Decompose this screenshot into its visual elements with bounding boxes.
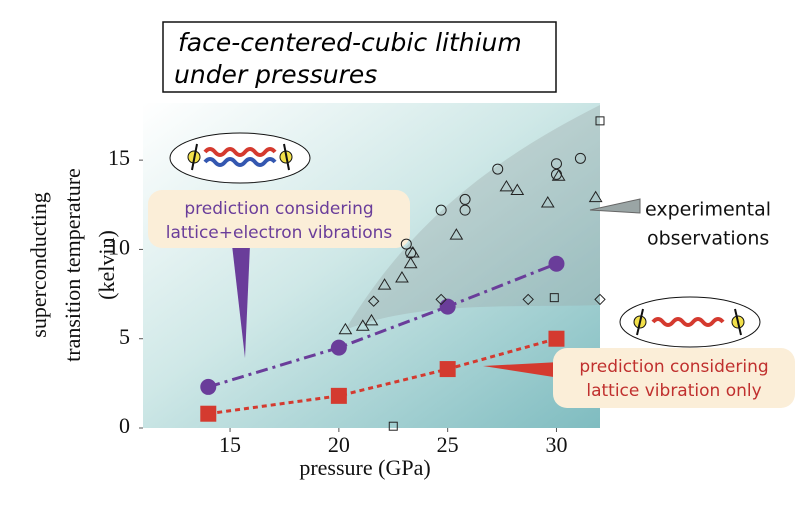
x-tick-label: 25 (437, 432, 459, 457)
point (338, 322, 353, 335)
point (435, 204, 447, 216)
point (330, 339, 347, 356)
point (540, 196, 555, 208)
annotation: prediction considering (579, 357, 768, 377)
pointer (483, 362, 560, 378)
point (510, 183, 525, 195)
point (522, 293, 534, 306)
point (550, 158, 562, 170)
point (405, 247, 417, 259)
point (459, 193, 471, 205)
point (364, 313, 379, 326)
point (595, 116, 605, 126)
x-tick-label: 20 (328, 432, 350, 457)
x-tick-label: 15 (219, 432, 241, 457)
experimental-region (345, 105, 600, 330)
axis-title-y: superconducting transition temperature (… (26, 168, 119, 362)
y-tick-label: 10 (108, 234, 130, 259)
annotation: prediction considering (184, 199, 373, 219)
title-box (162, 21, 557, 93)
point (367, 295, 380, 307)
chart-title: under pressures (174, 60, 377, 89)
series-line (207, 262, 558, 389)
point (459, 204, 471, 216)
x-label: pressure (GPa) (299, 455, 430, 480)
point (200, 378, 217, 395)
series-line (208, 337, 557, 416)
point (449, 228, 464, 240)
annotation: lattice+electron vibrations (166, 223, 393, 243)
y-tick-label: 15 (108, 145, 130, 170)
point (550, 168, 562, 180)
icon-electron-lattice (169, 132, 311, 184)
y-label: (kelvin) (94, 230, 119, 300)
point (594, 293, 606, 306)
point (588, 190, 603, 203)
y-tick-label: 0 (119, 413, 130, 438)
point (492, 163, 504, 175)
point (439, 361, 456, 378)
point (549, 293, 559, 303)
point (395, 271, 409, 283)
x-tick-label: 30 (545, 432, 567, 457)
point (548, 255, 565, 272)
annotation: lattice vibration only (586, 381, 761, 401)
point (403, 256, 418, 269)
point (400, 238, 412, 250)
annotation-box (553, 348, 795, 408)
point (435, 293, 447, 306)
y-label: transition temperature (60, 168, 85, 362)
point (377, 278, 392, 290)
y-tick-label: 5 (119, 324, 130, 349)
point (200, 405, 217, 422)
point (439, 298, 456, 315)
annotation: experimental (645, 199, 771, 221)
annotation-box (148, 190, 410, 248)
point (388, 421, 398, 431)
pointer (232, 245, 250, 358)
y-label: superconducting (26, 192, 51, 337)
point (574, 152, 586, 164)
marks (200, 116, 606, 431)
point (330, 387, 347, 404)
chart-title: face-centered-cubic lithium (178, 28, 522, 57)
point (499, 179, 514, 192)
point (548, 330, 565, 347)
icon-lattice (619, 296, 761, 348)
pointer (589, 198, 641, 214)
annotation: observations (647, 228, 769, 250)
